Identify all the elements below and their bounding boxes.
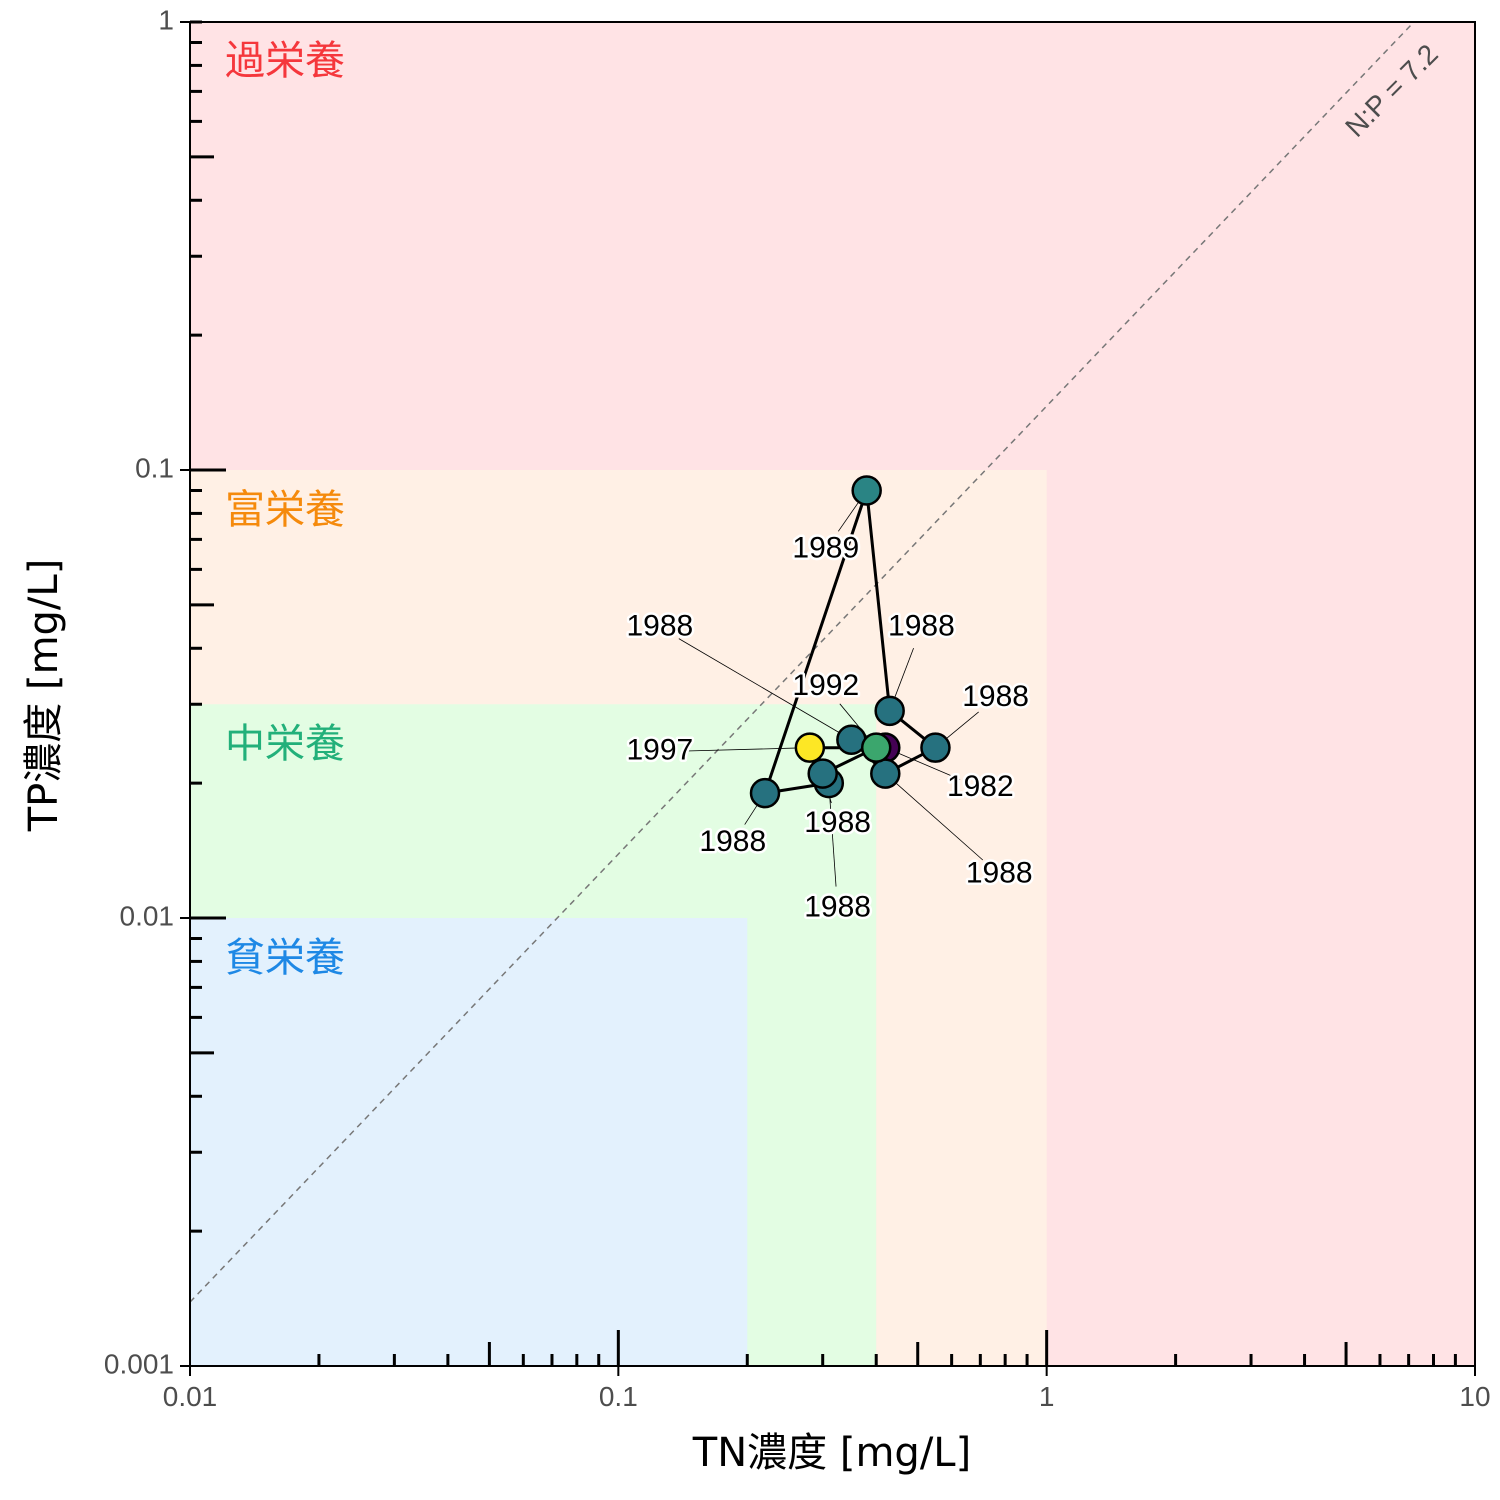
point-label: 1988 [804, 806, 871, 839]
plot-frame [189, 21, 1476, 1367]
label-leader [898, 753, 961, 780]
point-label: 1982 [947, 770, 1014, 803]
x-tick-label: 1 [1039, 1381, 1055, 1412]
data-point [807, 758, 838, 789]
label-leader [678, 638, 839, 733]
point-label: 1988 [699, 825, 766, 858]
point-label: 1992 [792, 669, 859, 702]
label-leader [744, 805, 758, 825]
point-label: 1988 [888, 609, 955, 642]
point-label: 1988 [962, 680, 1029, 713]
np-ratio-line [189, 21, 1415, 1303]
label-leader [837, 502, 859, 532]
point-label: 1988 [626, 609, 693, 642]
point-label: 1988 [804, 890, 871, 923]
label-leader [681, 747, 795, 752]
x-tick-label: 0.1 [599, 1381, 638, 1412]
label-leader [946, 711, 979, 739]
zone-label: 富栄養 [225, 487, 345, 533]
zone-rect [190, 918, 748, 1366]
point-labels: 1988 1989 1988 1988 1988 1988 1988 1988 1982 1992… [624, 529, 1035, 926]
zone-label: 貧栄養 [225, 935, 345, 981]
label-leader-lines [678, 502, 984, 887]
point-label: 1988 [966, 857, 1033, 890]
label-leader [894, 647, 914, 697]
y-tick-label: 1 [158, 4, 174, 35]
data-point [794, 732, 826, 763]
data-point [851, 475, 882, 506]
data-point [920, 732, 951, 763]
data-point [749, 777, 781, 809]
zone-label: 過栄養 [225, 38, 345, 84]
data-points [749, 475, 951, 809]
point-label: 1997 [626, 734, 693, 767]
x-tick-label: 10 [1459, 1381, 1490, 1412]
x-axis-title: TN濃度 [mg/L] [692, 1430, 971, 1476]
point-label: 1989 [792, 531, 859, 564]
data-point [870, 758, 901, 789]
x-tick-label: 0.01 [163, 1381, 218, 1412]
y-tick-label: 0.01 [120, 900, 175, 931]
y-tick-label: 0.001 [104, 1348, 174, 1379]
data-point [860, 732, 892, 763]
data-point [874, 695, 905, 727]
label-leader [896, 783, 984, 861]
y-axis-title: TP濃度 [mg/L] [21, 559, 67, 833]
y-tick-label: 0.1 [135, 452, 174, 483]
label-leader [829, 798, 837, 887]
zone-label: 中栄養 [225, 721, 345, 767]
